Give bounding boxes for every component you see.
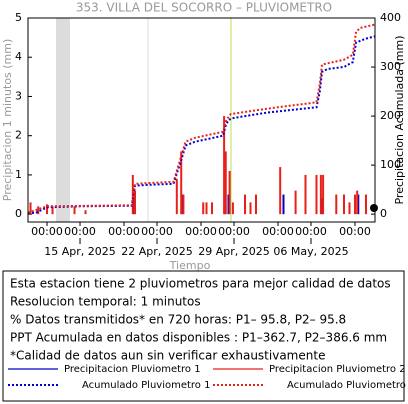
legend-label: Precipitacion Pluviometro 2	[269, 364, 406, 375]
x-tick-label: 00:00	[218, 225, 250, 238]
legend-label: Acumulado Pluviometro 1	[82, 380, 210, 391]
x-tick-label: 00:00	[64, 225, 96, 238]
legend-label: Precipitacion Pluviometro 1	[64, 364, 201, 375]
bar	[353, 194, 356, 215]
x-tick-label: 00:00	[262, 225, 294, 238]
info-text: Esta estacion tiene 2 pluviometros para …	[10, 277, 391, 291]
chart-title: 353. VILLA DEL SOCORRO – PLUVIOMETRO	[76, 1, 332, 15]
bar	[348, 202, 351, 215]
bar	[29, 202, 32, 215]
y-axis-label: Precipitacion 1 minutos (mm)	[1, 39, 14, 201]
x-tick-label: 00:00	[295, 225, 327, 238]
bar	[319, 174, 322, 215]
y2-tick-label: 200	[380, 109, 401, 122]
y-tick-label: 4	[15, 50, 22, 63]
bar	[37, 206, 40, 215]
bar	[202, 202, 205, 215]
bar	[223, 116, 226, 215]
date-tick-label: 15 Apr, 2025	[44, 245, 116, 258]
bar	[335, 194, 338, 215]
bar	[356, 190, 359, 215]
bar	[231, 202, 234, 215]
date-tick-label: 29 Apr, 2025	[198, 245, 270, 258]
cumulative-line	[27, 35, 376, 215]
y2-tick-label: 0	[380, 207, 387, 220]
y-tick-label: 2	[15, 129, 22, 142]
plot-frame	[27, 17, 376, 223]
x-tick-label: 00:00	[141, 225, 173, 238]
bar	[342, 194, 345, 215]
bar	[322, 174, 325, 215]
bar	[205, 202, 208, 215]
y-tick-label: 5	[15, 11, 22, 24]
bar	[134, 190, 137, 215]
y-tick-label: 0	[15, 207, 22, 220]
bar	[357, 194, 360, 215]
bar	[249, 202, 252, 215]
bar	[46, 204, 49, 215]
bar	[73, 206, 76, 215]
bar	[364, 194, 367, 215]
info-box	[2, 270, 405, 402]
y2-tick-label: 400	[380, 11, 401, 24]
y2-tick-label: 300	[380, 60, 401, 73]
y2-tick-label: 100	[380, 158, 401, 171]
x-tick-label: 00:00	[31, 225, 63, 238]
bar	[211, 202, 214, 215]
bar	[132, 194, 135, 215]
bar	[51, 206, 54, 215]
missing-data-band	[56, 18, 70, 222]
x-axis-label: Tiempo	[169, 259, 211, 272]
x-tick-label: 00:00	[185, 225, 217, 238]
bar	[180, 151, 183, 215]
bar	[182, 194, 185, 215]
bar	[320, 198, 323, 215]
bar	[175, 178, 178, 215]
bar	[227, 194, 230, 215]
date-tick-label: 22 Apr, 2025	[121, 245, 193, 258]
info-text: Resolucion temporal: 1 minutos	[10, 295, 201, 309]
x-tick-label: 00:00	[108, 225, 140, 238]
bar	[254, 194, 257, 215]
info-text: % Datos transmitidos* en 720 horas: P1– …	[10, 313, 346, 327]
cumulative-line	[27, 23, 376, 214]
bar	[84, 210, 87, 215]
bar	[243, 194, 246, 215]
date-tick-label: 06 May, 2025	[273, 245, 348, 258]
y-tick-label: 3	[15, 89, 22, 102]
bar	[279, 167, 282, 215]
info-text: PPT Acumulada en datos disponibles : P1–…	[10, 331, 387, 345]
x-tick-label: 00:00	[339, 225, 371, 238]
bar	[282, 194, 285, 215]
y-tick-label: 1	[15, 168, 22, 181]
bar	[315, 174, 318, 215]
bar	[304, 174, 307, 215]
bar	[224, 151, 227, 215]
bar	[294, 190, 297, 215]
bar	[181, 194, 184, 215]
legend-label: Acumulado Pluviometro 2	[287, 380, 408, 391]
bar	[228, 171, 231, 215]
info-text: *Calidad de datos aun sin verificar exha…	[10, 349, 325, 363]
y2-axis-label: Precipitacion Acumulada (mm)	[393, 35, 406, 204]
end-dot	[370, 204, 378, 212]
